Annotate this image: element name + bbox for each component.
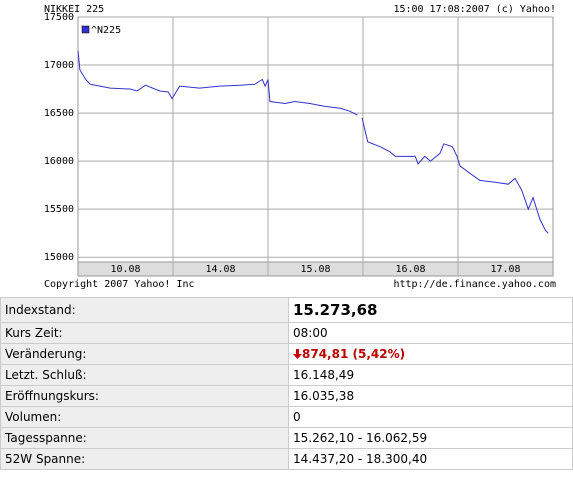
change-value: 874,81 (5,42%) xyxy=(293,347,405,361)
x-tick-label: 16.08 xyxy=(395,264,425,275)
y-tick-label: 17500 xyxy=(44,12,74,23)
row-label: Letzt. Schluß: xyxy=(0,364,289,386)
row-label: Eröffnungskurs: xyxy=(0,385,289,407)
chart-subtitle: 15:00 17:08:2007 (c) Yahoo! xyxy=(393,4,556,15)
footer-right: http://de.finance.yahoo.com xyxy=(393,279,556,290)
footer-left: Copyright 2007 Yahoo! Inc xyxy=(44,279,195,290)
x-tick-label: 17.08 xyxy=(490,264,520,275)
chart: NIKKEI 225 15:00 17:08:2007 (c) Yahoo! C… xyxy=(44,4,556,290)
row-value: 14.437,20 - 18.300,40 xyxy=(288,448,573,470)
row-label: Indexstand: xyxy=(0,297,289,323)
row-value: 874,81 (5,42%) xyxy=(288,343,573,365)
legend-label: ^N225 xyxy=(91,25,121,36)
y-tick-label: 15000 xyxy=(44,252,74,263)
row-label: 52W Spanne: xyxy=(0,448,289,470)
table-row: 52W Spanne: 14.437,20 - 18.300,40 xyxy=(0,448,573,470)
plot-area xyxy=(77,16,554,263)
row-label: Kurs Zeit: xyxy=(0,322,289,344)
x-tick-label: 10.08 xyxy=(110,264,140,275)
quote-table: Indexstand: 15.273,68 Kurs Zeit: 08:00 Verän… xyxy=(0,297,573,470)
table-row: Tagesspanne: 15.262,10 - 16.062,59 xyxy=(0,427,573,449)
row-value: 16.148,49 xyxy=(288,364,573,386)
legend-swatch xyxy=(81,25,90,34)
table-row: Letzt. Schluß: 16.148,49 xyxy=(0,364,573,386)
row-label: Veränderung: xyxy=(0,343,289,365)
y-tick-label: 15500 xyxy=(44,204,74,215)
down-arrow xyxy=(293,349,302,359)
table-row: Indexstand: 15.273,68 xyxy=(0,297,573,323)
x-tick-label: 14.08 xyxy=(205,264,235,275)
x-tick-label: 15.08 xyxy=(300,264,330,275)
row-value: 08:00 xyxy=(288,322,573,344)
row-value: 0 xyxy=(288,406,573,428)
row-value: 15.262,10 - 16.062,59 xyxy=(288,427,573,449)
table-row: Veränderung: 874,81 (5,42%) xyxy=(0,343,573,365)
x-axis-strip xyxy=(77,261,554,277)
y-tick-label: 16000 xyxy=(44,156,74,167)
table-row: Eröffnungskurs: 16.035,38 xyxy=(0,385,573,407)
row-value: 16.035,38 xyxy=(288,385,573,407)
y-tick-label: 16500 xyxy=(44,108,74,119)
line xyxy=(77,50,549,234)
table-row: Kurs Zeit: 08:00 xyxy=(0,322,573,344)
change-text: 874,81 (5,42%) xyxy=(302,347,406,361)
table-row: Volumen: 0 xyxy=(0,406,573,428)
row-label: Tagesspanne: xyxy=(0,427,289,449)
y-tick-label: 17000 xyxy=(44,60,74,71)
row-label: Volumen: xyxy=(0,406,289,428)
chart-title: NIKKEI 225 xyxy=(44,4,104,15)
row-value: 15.273,68 xyxy=(288,297,573,323)
